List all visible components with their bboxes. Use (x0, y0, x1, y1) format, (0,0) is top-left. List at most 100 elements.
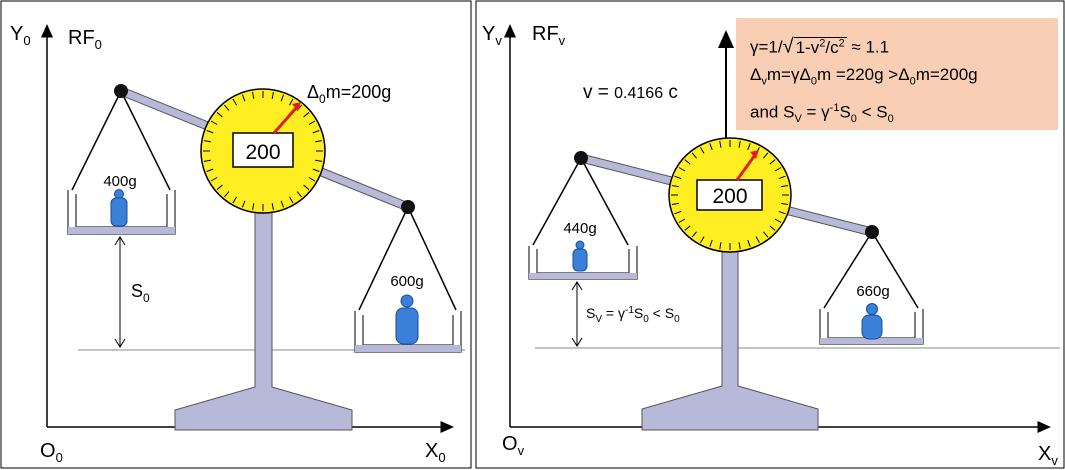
dial-tick (763, 152, 769, 159)
dial-tick (691, 231, 697, 238)
left-frame-label: RF0 (68, 27, 102, 52)
left-pivot-left (114, 84, 128, 98)
dial-tick (671, 202, 679, 206)
dial-tick (289, 196, 294, 204)
right-height-label: SV = γ-1S0 < S0 (586, 305, 680, 325)
left-origin-label: O0 (40, 440, 63, 465)
dial-tick (719, 242, 722, 250)
dial-tick (203, 159, 211, 162)
dial-tick (709, 239, 713, 247)
dial-tick (738, 242, 741, 250)
dial-tick (206, 168, 214, 172)
left-pan-left: 400g (67, 90, 176, 235)
right-frame-label: RFv (532, 23, 566, 48)
left-dial-display (232, 132, 294, 168)
dial-tick (289, 98, 294, 106)
dial-tick (774, 218, 782, 223)
weight-icon (575, 240, 585, 250)
dial-tick (210, 177, 218, 182)
right-dial-needle-head (750, 150, 759, 159)
dial-tick (232, 98, 237, 106)
dial-tick (778, 210, 786, 215)
dial-tick (778, 175, 786, 180)
dial-tick (700, 147, 705, 154)
dial-tick (700, 236, 705, 243)
right-y-axis-label: Yv (482, 23, 502, 48)
weight-icon (114, 189, 124, 199)
dial-tick (312, 130, 320, 134)
dial-tick (232, 196, 237, 204)
relativity-note: γ=1/√ 1-v2/c2 ≈ 1.1 Δvm=γΔ0m =220g >Δ0m=2… (736, 18, 1058, 130)
left-pan-right-weight (395, 307, 419, 345)
dial-tick (747, 143, 751, 151)
dial-tick (224, 191, 230, 198)
left-pan-left-weight (110, 197, 128, 227)
dial-tick (206, 130, 214, 134)
dial-tick (781, 202, 789, 206)
right-x-axis-label: Xv (1038, 443, 1058, 468)
dial-tick (671, 184, 679, 188)
dial-tick (691, 152, 697, 159)
dial-tick (738, 140, 741, 148)
left-pan-left-mass: 400g (103, 173, 136, 190)
right-pan-right-weight (861, 314, 883, 340)
mass-formula: Δvm=γΔ0m =220g >Δ0m=200g (750, 64, 978, 88)
dial-tick (216, 184, 223, 190)
right-pan-right: 660g (819, 231, 924, 345)
dial-tick (242, 94, 246, 102)
dial-tick (674, 210, 682, 215)
gamma-formula: γ=1/√ 1-v2/c2 ≈ 1.1 (750, 35, 890, 58)
right-dial-value: 200 (712, 185, 747, 208)
dial-tick (674, 175, 682, 180)
dial-tick (684, 159, 691, 165)
dial-tick (763, 231, 769, 238)
right-pivot-left (574, 151, 588, 165)
dial-tick (774, 167, 782, 172)
right-pivot-right (865, 225, 879, 239)
left-dial-needle-head (292, 102, 301, 111)
weight-icon (866, 303, 878, 315)
right-origin-label: Ov (502, 433, 525, 458)
left-dial-needle (272, 106, 299, 134)
weight-icon (400, 294, 414, 308)
dial-tick (203, 140, 211, 143)
dial-tick (210, 120, 218, 125)
dial-tick (296, 191, 302, 198)
dial-tick (755, 236, 760, 243)
left-pan-right: 600g (354, 206, 462, 353)
dial-tick (242, 200, 246, 208)
left-pivot-right (401, 200, 415, 214)
dial-tick (684, 225, 691, 231)
dial-tick (252, 203, 255, 211)
dial-tick (280, 94, 284, 102)
left-pan-right-mass: 600g (390, 273, 423, 290)
dial-tick (308, 120, 316, 125)
dial-tick (315, 140, 323, 143)
dial-tick (781, 184, 789, 188)
left-dial-label: Δ0m=200g (307, 82, 391, 106)
dial-tick (769, 159, 776, 165)
dial-tick (216, 112, 223, 118)
left-x-axis-label: X0 (425, 440, 446, 465)
velocity-label: v = 0.4166 c (583, 82, 678, 103)
dial-tick (769, 225, 776, 231)
dial-tick (303, 112, 310, 118)
dial-tick (709, 143, 713, 151)
right-dial-ticks (671, 140, 789, 250)
right-pan-left: 440g (528, 157, 638, 280)
dial-tick (280, 200, 284, 208)
left-dial: 200 (200, 88, 326, 214)
right-pan-left-mass: 440g (563, 220, 596, 237)
left-dial-value: 200 (245, 141, 280, 164)
right-pan-right-mass: 660g (856, 283, 889, 300)
dial-tick (271, 91, 274, 99)
dial-tick (315, 159, 323, 162)
right-pan-left-weight (572, 248, 588, 272)
right-dial: 200 (668, 137, 792, 253)
right-dial-needle (735, 154, 757, 181)
right-dial-display (696, 179, 763, 211)
dial-tick (308, 177, 316, 182)
left-y-axis-label: Y0 (10, 23, 31, 48)
left-dial-ticks (203, 91, 323, 211)
dial-tick (252, 91, 255, 99)
